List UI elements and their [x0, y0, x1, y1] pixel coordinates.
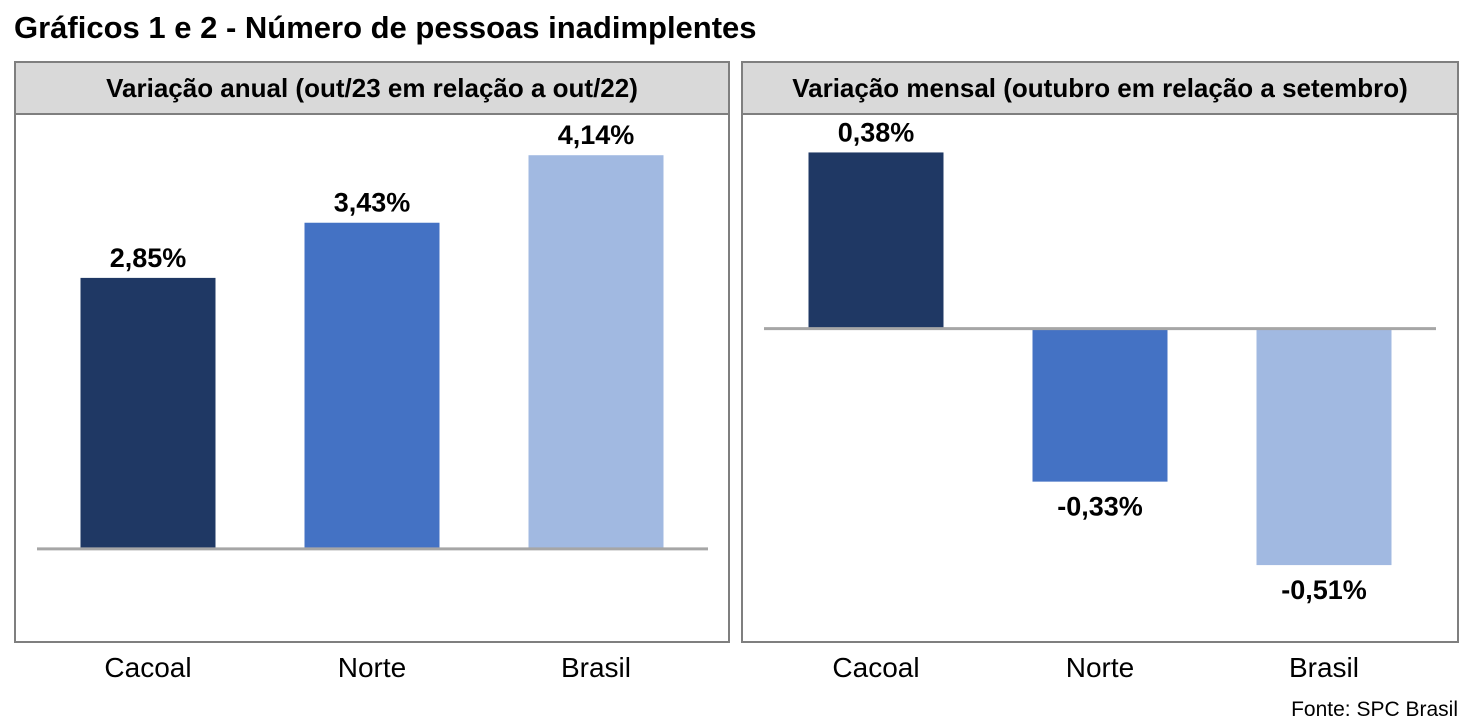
bar-brasil-monthly — [1256, 328, 1392, 566]
category-label-cacoal-annual: Cacoal — [104, 652, 192, 683]
bar-brasil-annual — [528, 155, 664, 549]
page-title: Gráficos 1 e 2 - Número de pessoas inadi… — [14, 10, 757, 45]
data-label-norte-monthly: -0,33% — [1057, 492, 1143, 522]
bar-norte-annual — [304, 222, 440, 549]
data-label-cacoal-annual: 2,85% — [110, 243, 187, 273]
category-label-cacoal-monthly: Cacoal — [832, 652, 920, 683]
monthly-chart-title: Variação mensal (outubro em relação a se… — [743, 63, 1457, 115]
category-label-norte-monthly: Norte — [1065, 652, 1135, 683]
category-label-norte-annual: Norte — [337, 652, 407, 683]
data-label-brasil-annual: 4,14% — [558, 120, 635, 150]
bar-norte-monthly — [1032, 328, 1168, 482]
data-label-brasil-monthly: -0,51% — [1281, 575, 1367, 605]
data-label-cacoal-monthly: 0,38% — [838, 117, 915, 147]
source-note: Fonte: SPC Brasil — [1291, 698, 1458, 721]
data-label-norte-annual: 3,43% — [334, 188, 411, 218]
bar-cacoal-monthly — [808, 152, 944, 329]
category-label-brasil-annual: Brasil — [560, 652, 631, 683]
category-label-brasil-monthly: Brasil — [1288, 652, 1359, 683]
annual-chart-title: Variação anual (out/23 em relação a out/… — [16, 63, 728, 115]
bar-cacoal-annual — [80, 277, 216, 549]
